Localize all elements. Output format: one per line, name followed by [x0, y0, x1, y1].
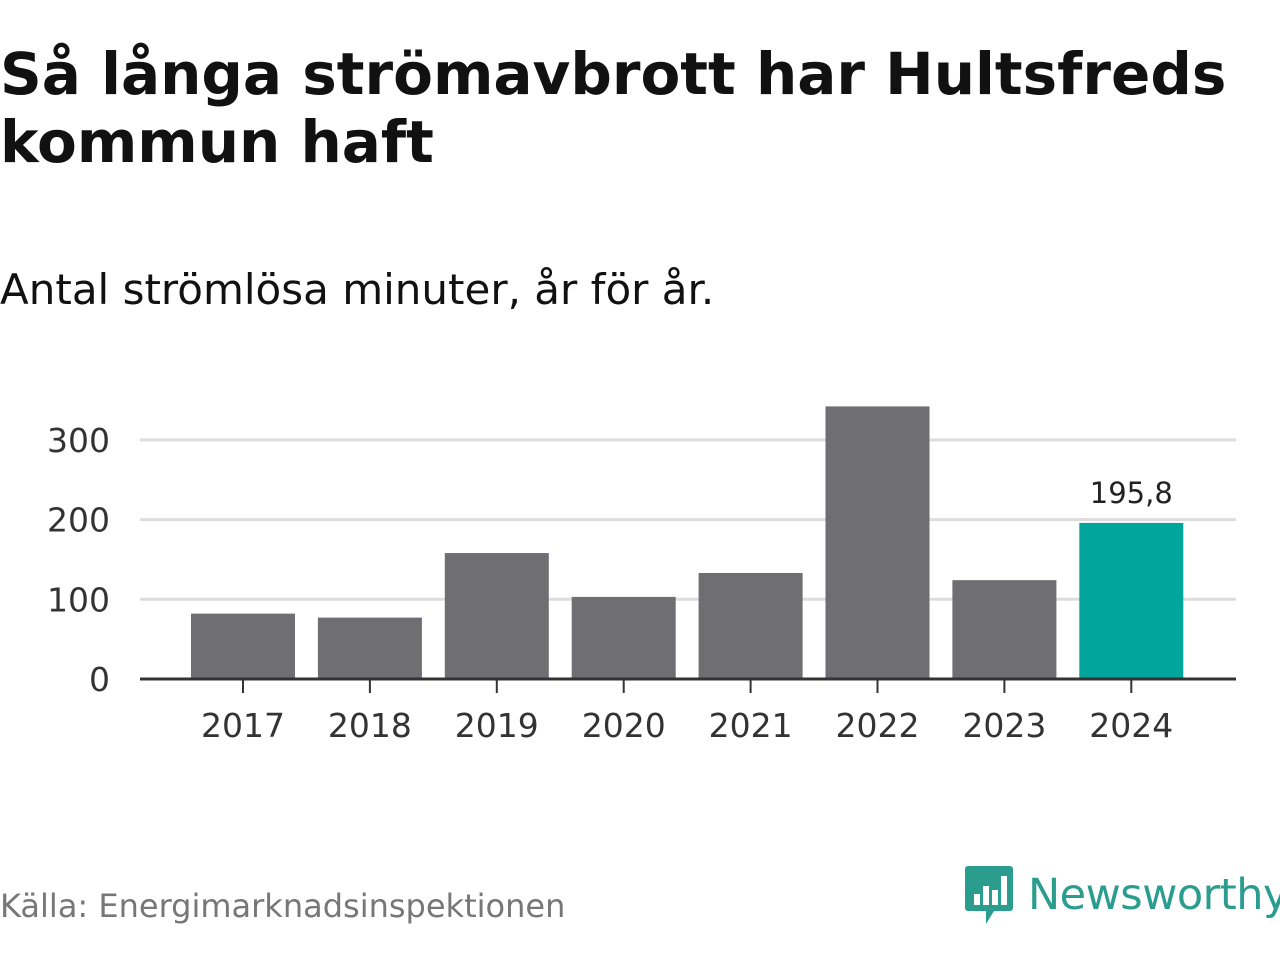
y-tick-label-300: 300 [47, 421, 110, 460]
speech-bubble-bar-chart-icon [965, 866, 1013, 924]
y-tick-label-0: 0 [89, 660, 110, 699]
y-axis-ticks: 0 100 200 300 [47, 421, 110, 699]
data-label-2024: 195,8 [1090, 476, 1173, 510]
brand-name: Newsworthy [1028, 870, 1280, 920]
y-tick-label-200: 200 [47, 501, 110, 540]
gridlines [140, 438, 1236, 601]
x-tick-label-2019: 2019 [455, 706, 539, 745]
bars [191, 406, 1184, 679]
bar-2017 [191, 613, 295, 679]
x-tick-label-2020: 2020 [582, 706, 666, 745]
data-labels: 195,8 [1090, 476, 1173, 510]
x-tick-label-2018: 2018 [328, 706, 412, 745]
x-tick-label-2021: 2021 [709, 706, 793, 745]
x-tick-label-2017: 2017 [201, 706, 285, 745]
bar-2020 [571, 596, 676, 679]
bar-2022 [825, 406, 930, 679]
brand-logo: Newsworthy [964, 862, 1280, 928]
bar-2023 [952, 580, 1057, 679]
bar-2024 [1079, 522, 1184, 679]
bar-2021 [698, 572, 803, 679]
x-tick-label-2022: 2022 [836, 706, 920, 745]
bar-2018 [317, 617, 422, 679]
x-tick-label-2024: 2024 [1089, 706, 1173, 745]
bar-2019 [444, 553, 549, 679]
x-axis-ticks: 2017 2018 2019 2020 2021 2022 2023 2024 [201, 679, 1173, 745]
source-note: Källa: Energimarknadsinspektionen [0, 887, 566, 925]
chart-subtitle: Antal strömlösa minuter, år för år. [0, 265, 715, 314]
chart-title: Så långa strömavbrott har Hultsfreds kom… [0, 40, 1227, 176]
x-tick-label-2023: 2023 [962, 706, 1046, 745]
y-tick-label-100: 100 [47, 580, 110, 619]
